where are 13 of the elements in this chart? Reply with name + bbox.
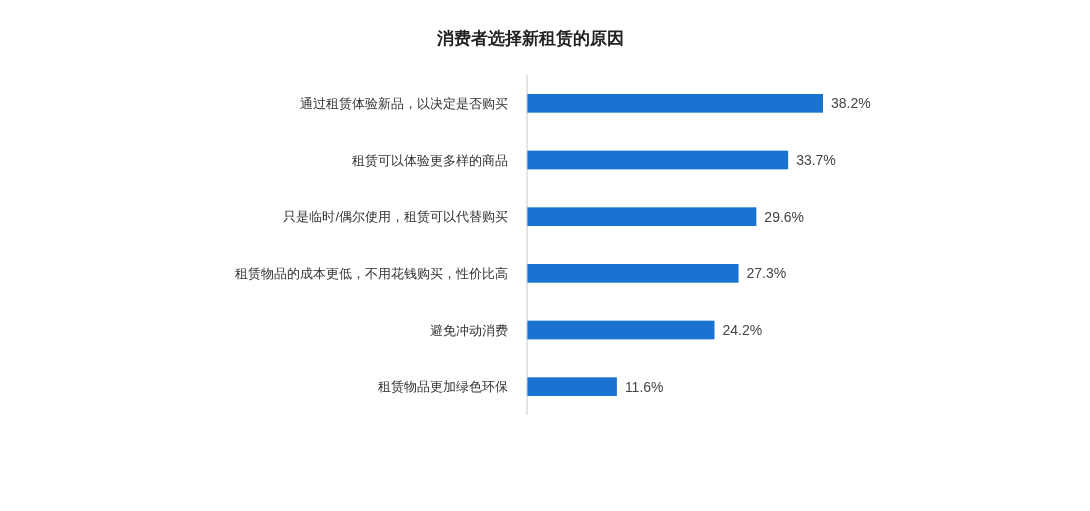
- title: 消费者选择新租赁的原因: [436, 29, 624, 48]
- y-tick-label: 避免冲动消费: [430, 322, 508, 338]
- y-tick-label: 只是临时/偶尔使用，租赁可以代替购买: [283, 209, 508, 225]
- data-label: 24.2%: [722, 322, 763, 338]
- data-label: 27.3%: [746, 265, 787, 282]
- y-tick-label: 租赁可以体验更多样的商品: [352, 152, 508, 168]
- data-label: 33.7%: [796, 152, 836, 168]
- data-label: 11.6%: [624, 378, 664, 395]
- y-tick-label: 租赁物品更加绿色环保: [378, 379, 508, 395]
- y-tick-label: 通过租赁体验新品，以决定是否购买: [300, 95, 508, 111]
- y-tick-label: 租赁物品的成本更低，不用花钱购买，性价比高: [235, 265, 508, 281]
- data-label: 38.2%: [831, 95, 871, 112]
- data-label: 29.6%: [764, 208, 805, 225]
